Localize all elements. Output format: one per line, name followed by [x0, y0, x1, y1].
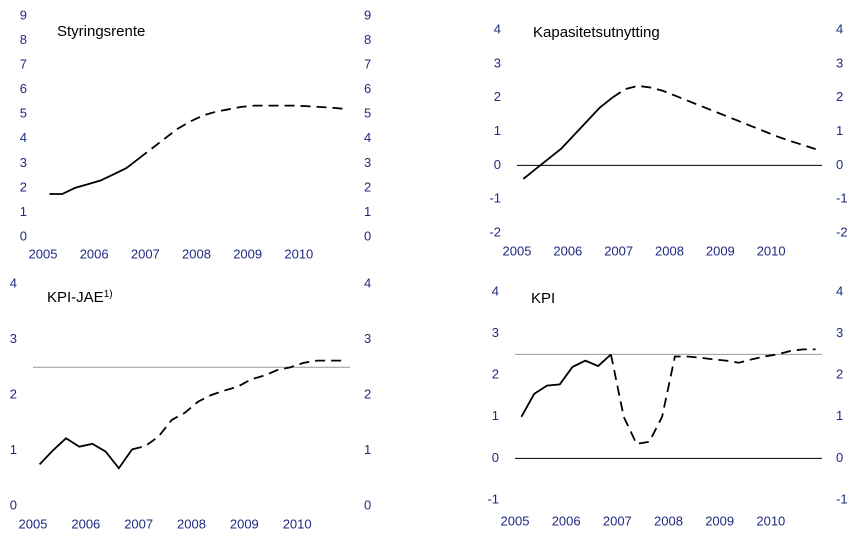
y2-tick-label: -2: [836, 224, 848, 239]
y-tick-label: 7: [20, 57, 27, 72]
y2-tick-label: 3: [364, 331, 371, 346]
panel-title: Kapasitetsutnytting: [533, 24, 660, 41]
y2-tick-label: 4: [836, 283, 843, 298]
x-tick-label: 2006: [553, 243, 582, 258]
data-line: [610, 348, 816, 445]
title-text: KPI: [531, 290, 555, 307]
panel-title: KPI-JAE1): [47, 289, 113, 306]
x-tick-label: 2009: [705, 513, 734, 528]
y2-tick-label: 3: [364, 155, 371, 170]
x-tick-label: 2010: [284, 246, 313, 261]
y-tick-label: 2: [494, 89, 501, 104]
x-tick-label: 2008: [177, 516, 206, 531]
y2-tick-label: 1: [364, 204, 371, 219]
y2-tick-label: 3: [836, 55, 843, 70]
y-tick-label: 6: [20, 81, 27, 96]
x-tick-label: 2005: [501, 513, 530, 528]
y-tick-label: -1: [487, 491, 499, 506]
y-tick-label: 1: [20, 204, 27, 219]
y-tick-label: 2: [10, 386, 17, 401]
x-tick-label: 2007: [131, 246, 160, 261]
x-tick-label: 2008: [182, 246, 211, 261]
y2-tick-label: 3: [836, 325, 843, 340]
y2-tick-label: 1: [364, 442, 371, 457]
y-tick-label: 3: [10, 331, 17, 346]
y-tick-label: 1: [10, 442, 17, 457]
data-line: [611, 84, 816, 150]
title-text: KPI-JAE: [47, 289, 104, 306]
data-line: [522, 96, 613, 180]
y2-tick-label: 4: [364, 130, 371, 145]
y-tick-label: 1: [492, 408, 499, 423]
x-tick-label: 2005: [19, 516, 48, 531]
x-tick-label: 2008: [655, 243, 684, 258]
y-tick-label: 3: [494, 55, 501, 70]
y2-tick-label: 2: [836, 89, 843, 104]
panel-title: Styringsrente: [57, 23, 145, 40]
data-line: [138, 104, 344, 160]
y-tick-label: 3: [20, 155, 27, 170]
x-tick-label: 2006: [552, 513, 581, 528]
x-tick-label: 2005: [503, 243, 532, 258]
y2-tick-label: 0: [836, 450, 843, 465]
y2-tick-label: -1: [836, 191, 848, 206]
y-tick-label: 0: [492, 450, 499, 465]
x-tick-label: 2007: [604, 243, 633, 258]
x-tick-label: 2009: [230, 516, 259, 531]
y2-tick-label: 2: [364, 179, 371, 194]
y-tick-label: 2: [492, 367, 499, 382]
data-line: [38, 437, 133, 470]
x-tick-label: 2009: [233, 246, 262, 261]
panel-title: KPI: [531, 290, 555, 307]
x-tick-label: 2007: [603, 513, 632, 528]
y-tick-label: 4: [492, 283, 499, 298]
x-tick-label: 2007: [124, 516, 153, 531]
y2-tick-label: -1: [836, 491, 848, 506]
y-tick-label: 5: [20, 106, 27, 121]
y-tick-label: 0: [20, 228, 27, 243]
data-line: [49, 157, 140, 195]
y2-tick-label: 0: [364, 497, 371, 512]
y2-tick-label: 1: [836, 123, 843, 138]
y2-tick-label: 2: [364, 386, 371, 401]
y2-tick-label: 5: [364, 106, 371, 121]
y2-tick-label: 4: [836, 21, 843, 36]
x-tick-label: 2008: [654, 513, 683, 528]
x-tick-label: 2010: [283, 516, 312, 531]
y-tick-label: 4: [20, 130, 27, 145]
title-superscript: 1): [104, 289, 113, 300]
y-tick-label: -2: [489, 224, 501, 239]
y2-tick-label: 1: [836, 408, 843, 423]
y2-tick-label: 6: [364, 81, 371, 96]
y-tick-label: 0: [494, 157, 501, 172]
x-tick-label: 2006: [80, 246, 109, 261]
x-tick-label: 2010: [756, 513, 785, 528]
y2-tick-label: 7: [364, 57, 371, 72]
y-tick-label: 1: [494, 123, 501, 138]
x-tick-label: 2009: [706, 243, 735, 258]
y-tick-label: -1: [489, 191, 501, 206]
y-tick-label: 0: [10, 497, 17, 512]
y2-tick-label: 8: [364, 32, 371, 47]
y2-tick-label: 0: [364, 228, 371, 243]
data-line: [131, 359, 344, 451]
y2-tick-label: 2: [836, 367, 843, 382]
y-tick-label: 4: [10, 275, 17, 290]
x-tick-label: 2006: [71, 516, 100, 531]
y-tick-label: 2: [20, 179, 27, 194]
y2-tick-label: 4: [364, 275, 371, 290]
data-line: [520, 353, 612, 418]
title-text: Styringsrente: [57, 23, 145, 40]
title-text: Kapasitetsutnytting: [533, 24, 660, 41]
y-tick-label: 4: [494, 21, 501, 36]
y2-tick-label: 0: [836, 157, 843, 172]
y2-tick-label: 9: [364, 7, 371, 22]
y-tick-label: 8: [20, 32, 27, 47]
x-tick-label: 2010: [757, 243, 786, 258]
y-tick-label: 9: [20, 7, 27, 22]
y-tick-label: 3: [492, 325, 499, 340]
x-tick-label: 2005: [29, 246, 58, 261]
